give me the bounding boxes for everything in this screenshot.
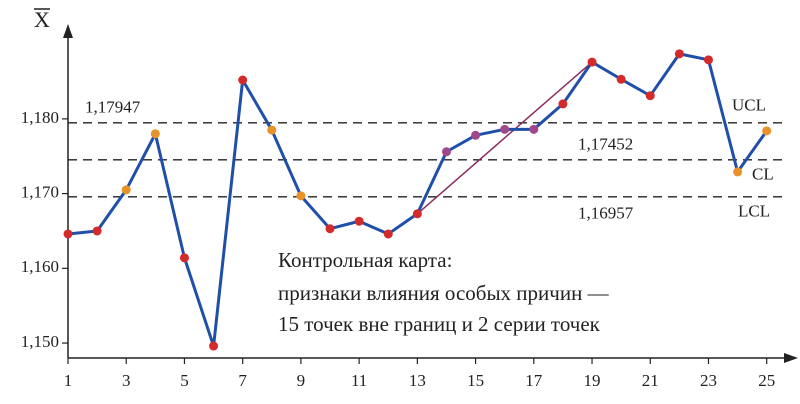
y-axis-arrow xyxy=(63,24,73,38)
data-point xyxy=(762,126,772,136)
data-point xyxy=(500,124,510,134)
x-tick-label: 19 xyxy=(584,371,601,390)
control-limit-name: UCL xyxy=(732,96,766,115)
control-limit-value: 1,16957 xyxy=(578,204,634,223)
control-limit-value: 1,17947 xyxy=(85,98,141,117)
control-limit-name: LCL xyxy=(738,202,770,221)
control-limit-name: CL xyxy=(752,165,774,184)
data-point xyxy=(733,167,743,177)
data-point xyxy=(558,99,568,109)
data-point xyxy=(63,229,73,239)
data-point xyxy=(616,74,626,84)
data-point xyxy=(296,191,306,201)
y-tick-label: 1,180 xyxy=(21,108,59,127)
data-point xyxy=(412,209,422,219)
data-point xyxy=(121,185,131,195)
data-point xyxy=(529,124,539,134)
x-tick-label: 15 xyxy=(467,371,484,390)
data-point xyxy=(325,224,335,234)
x-tick-label: 17 xyxy=(525,371,543,390)
y-tick-label: 1,160 xyxy=(21,257,59,276)
x-tick-label: 13 xyxy=(409,371,426,390)
data-point xyxy=(645,91,655,101)
data-point xyxy=(587,57,597,67)
x-tick-label: 21 xyxy=(642,371,659,390)
x-tick-label: 3 xyxy=(122,371,131,390)
trend-line xyxy=(416,61,593,215)
note: 15 точек вне границ и 2 серии точек xyxy=(278,312,601,336)
y-axis-label: X xyxy=(34,7,50,32)
data-point xyxy=(471,130,481,140)
y-tick-label: 1,170 xyxy=(21,183,59,202)
y-tick-label: 1,150 xyxy=(21,332,59,351)
data-point xyxy=(267,125,277,135)
x-tick-label: 9 xyxy=(297,371,306,390)
data-point xyxy=(238,75,248,85)
note: признаки влияния особых причин — xyxy=(278,281,610,305)
control-limit-value: 1,17452 xyxy=(578,135,633,154)
data-point xyxy=(92,226,102,236)
data-point xyxy=(209,341,219,351)
data-point xyxy=(150,129,160,139)
data-point xyxy=(674,49,684,59)
data-point xyxy=(179,253,189,263)
x-tick-label: 7 xyxy=(238,371,247,390)
data-point xyxy=(703,55,713,65)
data-point xyxy=(441,147,451,157)
note: Контрольная карта: xyxy=(278,248,452,272)
x-tick-label: 5 xyxy=(180,371,189,390)
x-tick-label: 25 xyxy=(758,371,775,390)
data-point xyxy=(383,229,393,239)
data-point xyxy=(354,216,364,226)
x-tick-label: 23 xyxy=(700,371,717,390)
x-tick-label: 1 xyxy=(64,371,73,390)
x-axis-arrow xyxy=(784,353,798,363)
x-tick-label: 11 xyxy=(351,371,367,390)
